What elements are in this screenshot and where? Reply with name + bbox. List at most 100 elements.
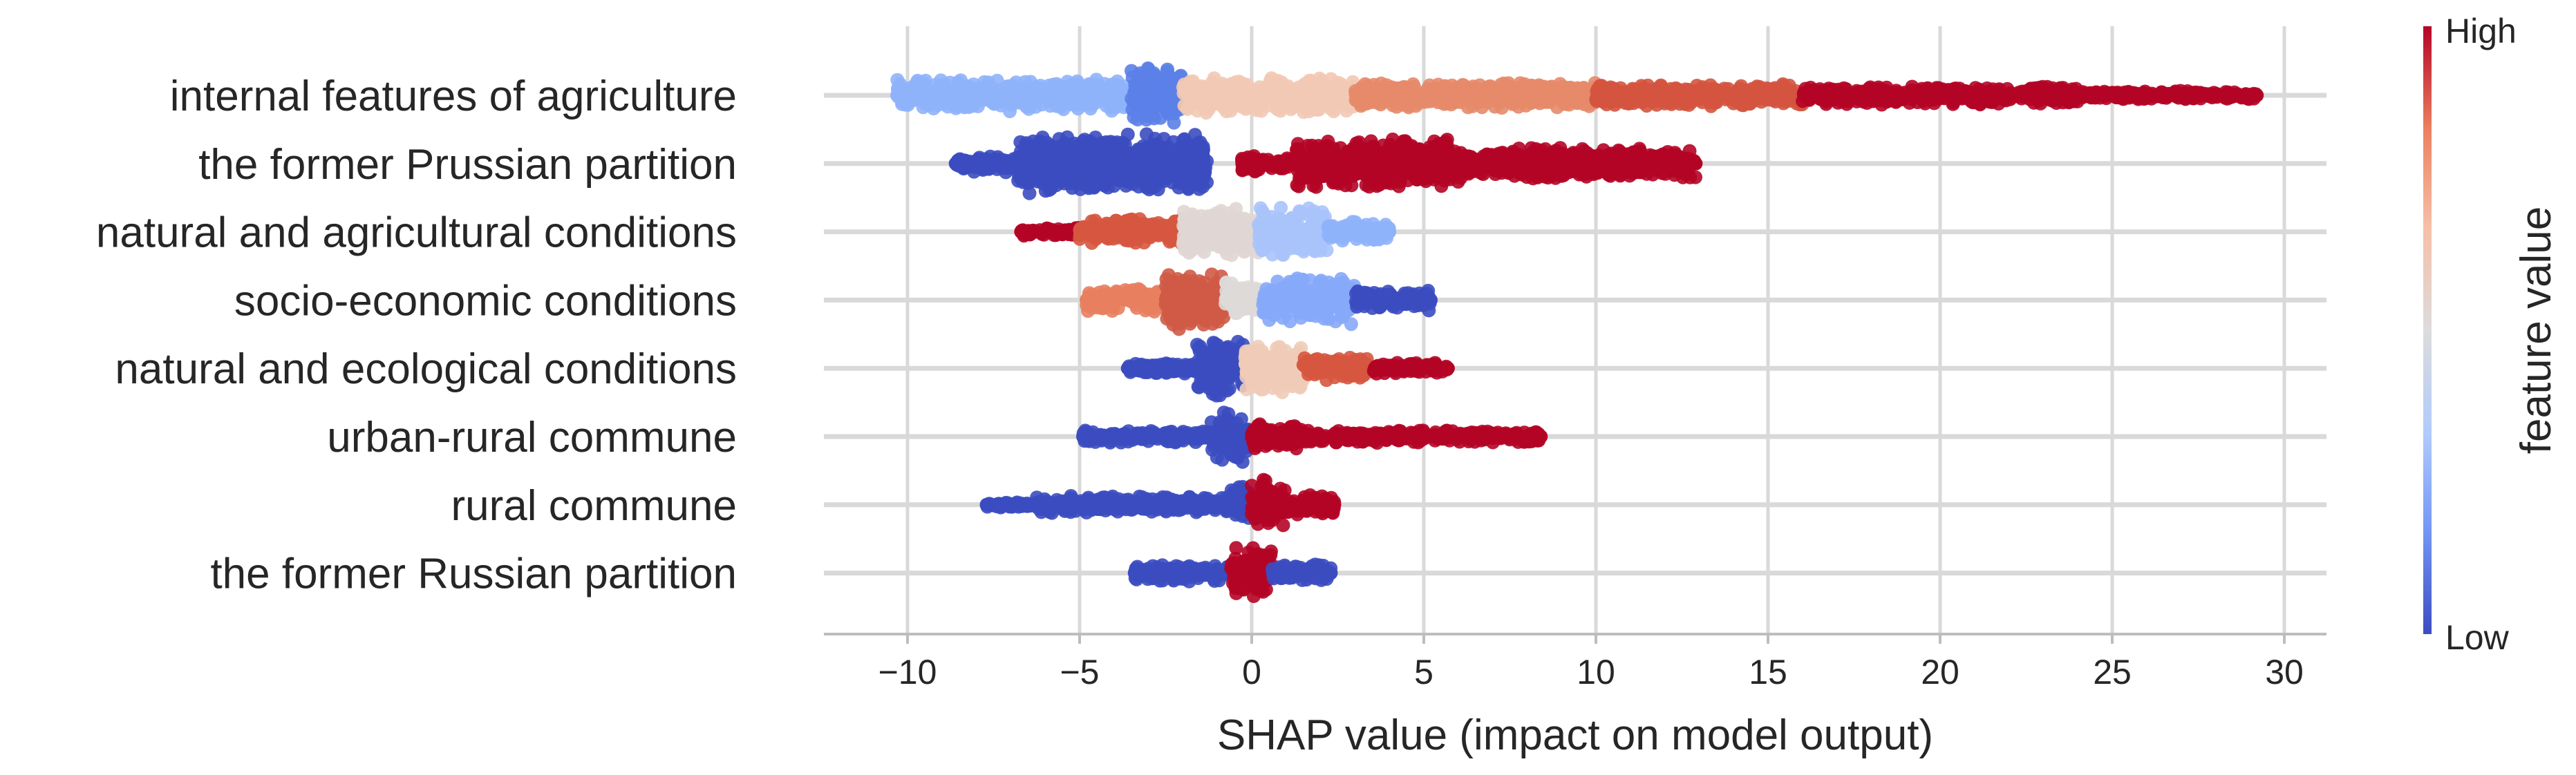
shap-point (2207, 86, 2221, 100)
shap-point (1022, 186, 1037, 200)
shap-point (1116, 135, 1130, 150)
shap-point (1286, 85, 1301, 99)
shap-point (1578, 93, 1592, 107)
shap-point (1051, 224, 1065, 239)
shap-point (1309, 160, 1324, 174)
shap-point (1293, 207, 1308, 222)
shap-point (926, 102, 941, 115)
shap-point (1160, 231, 1175, 245)
shap-point (1892, 88, 1907, 103)
shap-point (1176, 233, 1191, 248)
shap-point (1014, 224, 1028, 239)
shap-point (1275, 247, 1289, 261)
shap-point (1565, 162, 1579, 176)
shap-point (1312, 90, 1326, 105)
shap-point (1274, 229, 1288, 244)
shap-point (1028, 80, 1043, 95)
shap-point (1404, 139, 1419, 153)
shap-point (1208, 90, 1223, 104)
shap-point (2045, 84, 2060, 97)
shap-point (1276, 161, 1290, 175)
shap-point (1211, 213, 1225, 227)
shap-point (1042, 183, 1056, 197)
shap-point (1128, 77, 1143, 92)
shap-point (1139, 113, 1154, 127)
shap-point (1980, 81, 1994, 95)
shap-point (1290, 221, 1304, 236)
shap-point (1520, 90, 1534, 104)
shap-point (1713, 85, 1728, 99)
grid-layer (824, 26, 2326, 634)
shap-point (1183, 166, 1197, 180)
shap-point (1454, 171, 1468, 185)
shap-point (996, 153, 1010, 168)
shap-point (1162, 287, 1176, 301)
shap-point (1492, 151, 1507, 166)
shap-point (1479, 151, 1494, 165)
shap-point (1019, 99, 1033, 114)
shap-point (1233, 93, 1248, 107)
shap-point (890, 88, 905, 102)
shap-point (1325, 89, 1339, 104)
shap-point (2156, 86, 2171, 101)
shap-point (1137, 95, 1151, 109)
shap-point (1596, 95, 1610, 109)
shap-point (1176, 290, 1190, 305)
shap-point (1328, 175, 1342, 189)
shap-point (1590, 155, 1604, 169)
shap-point (1380, 78, 1394, 93)
shap-point (1203, 310, 1217, 325)
shap-point (1362, 90, 1377, 105)
shap-point (1271, 212, 1286, 226)
shap-point (1254, 91, 1268, 106)
shap-point (1337, 156, 1352, 171)
shap-point (1134, 169, 1148, 183)
shap-point (1358, 77, 1373, 91)
shap-point (1175, 152, 1190, 166)
shap-point (1686, 85, 1701, 99)
shap-point (1420, 153, 1435, 168)
shap-point (2028, 92, 2042, 106)
shap-point (1237, 160, 1252, 175)
shap-point (1073, 227, 1087, 242)
shap-point (1407, 79, 1422, 94)
shap-point (1326, 104, 1341, 119)
shap-point (1187, 288, 1202, 303)
shap-point (2131, 90, 2145, 105)
shap-point (1941, 87, 1955, 102)
shap-point (1149, 72, 1164, 86)
shap-point (1019, 136, 1033, 151)
shap-point (1871, 82, 1886, 96)
feature-swarm (948, 127, 1703, 200)
shap-point (1263, 77, 1278, 91)
shap-point (1109, 213, 1124, 228)
feature-swarm (1080, 267, 1438, 336)
shap-point (2014, 85, 2029, 99)
shap-point (1056, 102, 1071, 117)
shap-point (1112, 173, 1127, 188)
shap-point (1207, 71, 1221, 86)
shap-point (948, 156, 963, 171)
shap-point (1145, 146, 1159, 160)
shap-point (1237, 298, 1252, 313)
shap-point (1085, 82, 1100, 96)
shap-point (1093, 151, 1108, 165)
shap-point (1196, 180, 1210, 194)
shap-point (1127, 110, 1141, 124)
shap-point (1371, 169, 1385, 183)
shap-point (1330, 78, 1344, 93)
shap-point (2072, 86, 2087, 100)
shap-point (1348, 87, 1363, 102)
shap-point (1379, 94, 1393, 108)
shap-point (1065, 160, 1080, 173)
shap-point (1494, 94, 1508, 108)
shap-point (1465, 99, 1480, 113)
shap-point (1187, 309, 1201, 324)
shap-point (1220, 82, 1234, 97)
shap-point (1827, 89, 1841, 104)
shap-point (1548, 154, 1562, 169)
shap-point (1201, 101, 1216, 115)
shap-point (962, 89, 977, 104)
shap-point (1221, 287, 1236, 301)
